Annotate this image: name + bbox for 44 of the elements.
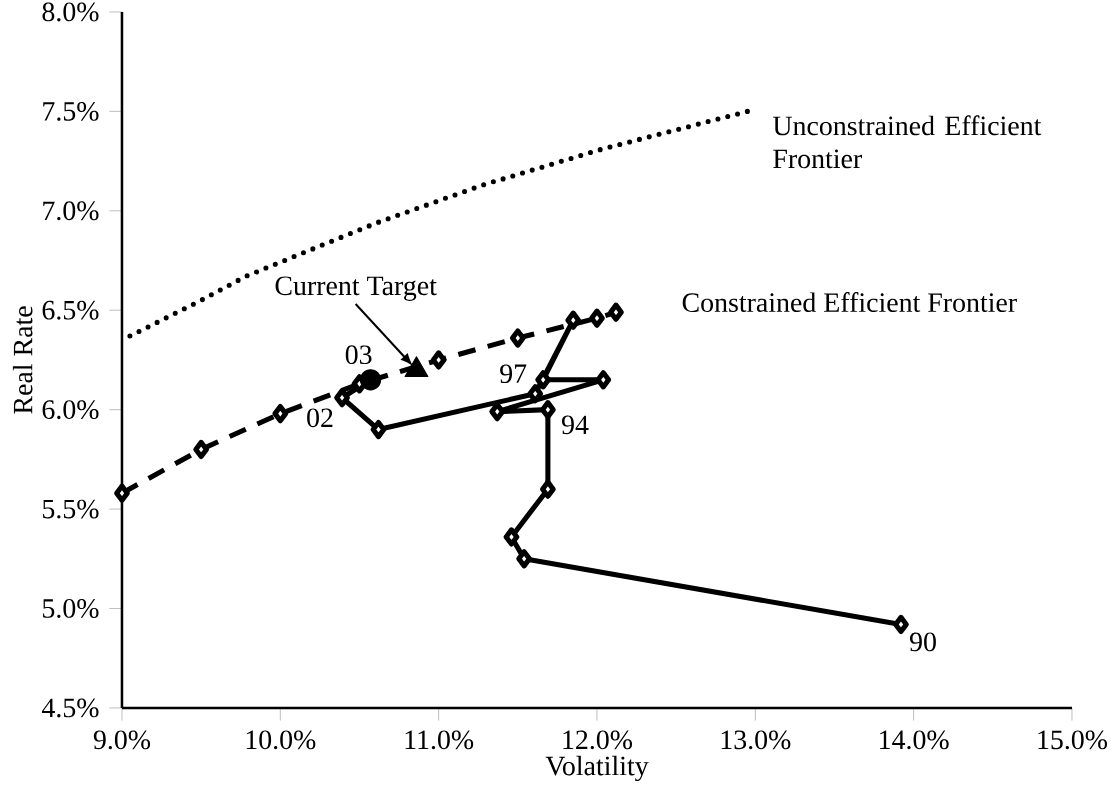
point bbox=[114, 483, 130, 503]
point bbox=[527, 384, 544, 404]
x-tick-label: 11.0% bbox=[405, 730, 474, 750]
y-axis-title: Real Rate bbox=[12, 306, 33, 414]
point bbox=[893, 614, 909, 635]
y-tick-label: 7.0% bbox=[43, 201, 99, 221]
point bbox=[334, 388, 350, 408]
y-tick-label: 6.0% bbox=[42, 400, 99, 420]
point bbox=[516, 549, 532, 569]
point bbox=[565, 310, 582, 330]
point bbox=[535, 370, 551, 390]
annotation: 02 bbox=[307, 408, 333, 428]
series-label: Unconstrained Efficient Frontier bbox=[772, 115, 1042, 169]
y-tick-label: 8.0% bbox=[42, 2, 99, 22]
annotation: 94 bbox=[561, 415, 589, 435]
point bbox=[489, 402, 506, 422]
x-tick-label: 14.0% bbox=[880, 730, 949, 750]
point bbox=[370, 419, 387, 440]
x-tick-label: 15.0% bbox=[1038, 730, 1108, 750]
point bbox=[608, 302, 624, 322]
point bbox=[540, 400, 556, 420]
annotation: 90 bbox=[909, 632, 936, 652]
x-tick-label: 10.0% bbox=[246, 730, 316, 750]
x-tick-label: 13.0% bbox=[721, 730, 791, 750]
x-axis-title: Volatility bbox=[545, 755, 649, 782]
y-tick-label: 5.5% bbox=[43, 499, 99, 519]
point bbox=[589, 308, 605, 328]
annotation: 03 bbox=[345, 345, 372, 365]
text: Constrained Efficient Frontier bbox=[682, 292, 1017, 313]
x-tick-label: 9.0% bbox=[93, 730, 151, 750]
y-tick-label: 6.5% bbox=[42, 300, 99, 320]
x-tick-label: 12.0% bbox=[563, 730, 633, 750]
point bbox=[193, 439, 209, 460]
point bbox=[540, 479, 556, 499]
point bbox=[272, 404, 289, 424]
y-tick-label: 7.5% bbox=[43, 101, 99, 121]
point bbox=[509, 328, 526, 348]
annotation: Current Target bbox=[275, 276, 437, 301]
point bbox=[430, 350, 447, 370]
point bbox=[595, 370, 612, 390]
annotation: 97 bbox=[500, 364, 527, 384]
y-tick-label: 4.5% bbox=[41, 698, 99, 718]
y-tick-label: 5.0% bbox=[43, 599, 99, 618]
point bbox=[503, 527, 520, 547]
